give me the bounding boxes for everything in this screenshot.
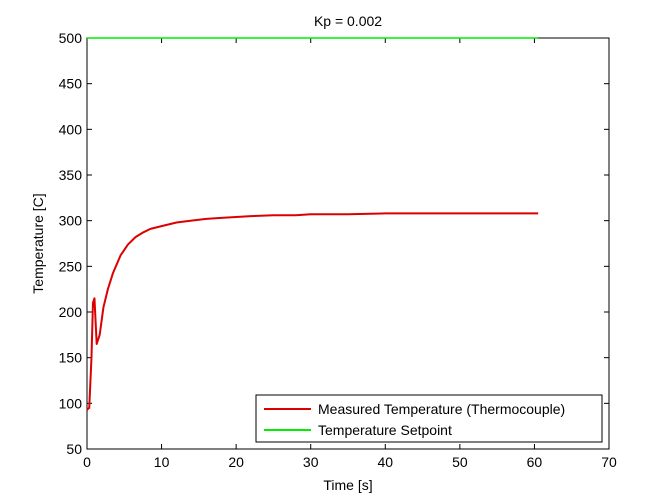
x-tick-label: 40 (377, 454, 393, 470)
x-tick-label: 10 (154, 454, 170, 470)
x-tick-label: 20 (228, 454, 244, 470)
y-tick-label: 500 (59, 30, 83, 46)
y-tick-label: 50 (66, 441, 82, 457)
y-tick-label: 400 (59, 121, 83, 137)
chart-title: Kp = 0.002 (314, 13, 382, 29)
y-tick-label: 250 (59, 258, 83, 274)
axis-ticks: 0 10 20 30 40 50 60 70 50 100 150 200 250 300 350 400 45… (59, 30, 617, 470)
series-layer (86, 37, 539, 411)
plot-area (86, 37, 610, 450)
series-line-measured (86, 212, 539, 411)
legend: Measured Temperature (Thermocouple) Temp… (255, 394, 603, 443)
legend-box (255, 394, 603, 443)
y-tick-label: 450 (59, 76, 83, 92)
x-axis-label: Time [s] (323, 477, 372, 493)
y-tick-label: 200 (59, 304, 83, 320)
legend-entry-setpoint: Temperature Setpoint (318, 422, 452, 438)
x-tick-label: 0 (83, 454, 91, 470)
y-tick-label: 300 (59, 213, 83, 229)
y-axis-label: Temperature [C] (30, 193, 46, 293)
x-tick-label: 30 (303, 454, 319, 470)
x-tick-label: 50 (452, 454, 468, 470)
y-tick-label: 350 (59, 167, 83, 183)
y-tick-label: 150 (59, 350, 83, 366)
x-tick-label: 60 (527, 454, 543, 470)
x-tick-label: 70 (601, 454, 617, 470)
legend-entry-measured: Measured Temperature (Thermocouple) (318, 401, 565, 417)
y-tick-label: 100 (59, 395, 83, 411)
